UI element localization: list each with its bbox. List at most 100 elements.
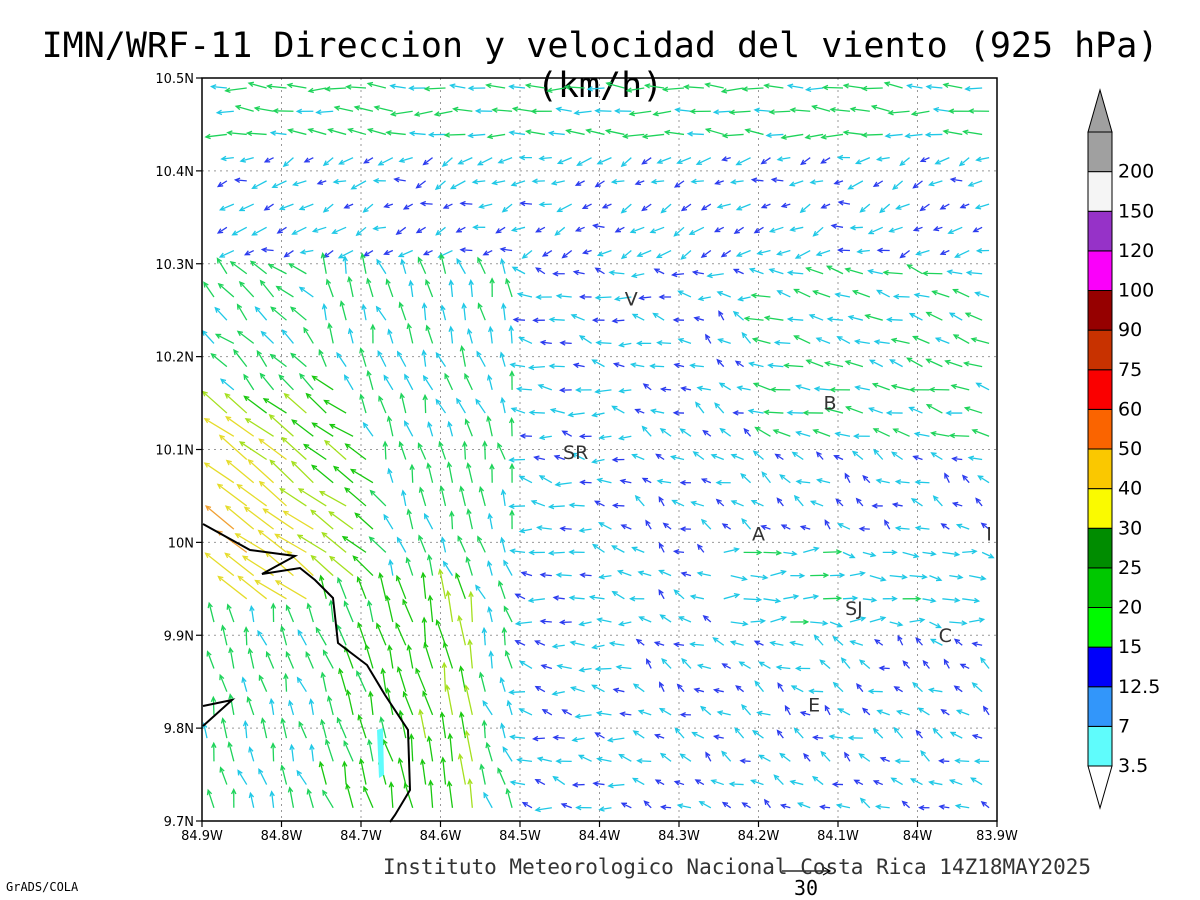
wind-arrow-head xyxy=(476,160,484,166)
wind-arrow xyxy=(455,226,466,233)
wind-arrow-shaft xyxy=(255,579,287,600)
wind-arrow xyxy=(230,788,237,808)
wind-arrow xyxy=(402,203,414,210)
wind-arrow-shaft xyxy=(519,660,533,670)
wind-arrow xyxy=(361,303,367,321)
wind-arrow-shaft xyxy=(514,318,526,321)
wind-arrow-head xyxy=(349,468,357,475)
wind-arrow xyxy=(467,638,473,669)
wind-arrow-shaft xyxy=(357,577,367,600)
wind-arrow-shaft xyxy=(497,443,506,460)
wind-arrow xyxy=(388,558,394,576)
wind-arrow xyxy=(423,641,434,669)
wind-arrow-head xyxy=(376,258,382,265)
wind-arrow-head xyxy=(508,689,515,695)
wind-arrow-shaft xyxy=(238,575,268,600)
wind-arrow-shaft xyxy=(205,133,227,138)
wind-arrow-head xyxy=(236,303,243,310)
wind-arrow-shaft xyxy=(356,671,367,692)
wind-arrow-shaft xyxy=(460,666,467,692)
wind-arrow-head xyxy=(457,159,464,165)
wind-arrow xyxy=(366,277,374,298)
wind-arrow-shaft xyxy=(336,625,347,646)
wind-arrow-shaft xyxy=(288,129,307,136)
wind-arrow-shaft xyxy=(418,535,427,553)
legend-label: 100 xyxy=(1118,280,1154,302)
wind-arrow xyxy=(426,462,434,483)
wind-arrow-head xyxy=(251,183,258,190)
wind-arrow-shaft xyxy=(425,279,434,298)
wind-arrow-shaft xyxy=(500,537,506,553)
wind-arrow xyxy=(400,489,407,507)
wind-arrow-head xyxy=(308,698,315,705)
wind-arrow xyxy=(309,743,315,762)
wind-arrow-head xyxy=(449,510,455,517)
wind-arrow xyxy=(333,105,354,112)
wind-arrow xyxy=(387,467,394,483)
wind-arrow-head xyxy=(400,258,406,265)
wind-arrow xyxy=(291,226,307,235)
wind-arrow-head xyxy=(327,322,333,329)
wind-arrow-shaft xyxy=(363,786,374,809)
wind-arrow-shaft xyxy=(526,84,545,89)
wind-arrow xyxy=(303,326,314,344)
wind-arrow-shaft xyxy=(217,483,248,507)
wind-arrow-shaft xyxy=(262,248,274,252)
wind-arrow-head xyxy=(422,250,430,256)
wind-arrow-head xyxy=(248,791,255,799)
wind-arrow-shaft xyxy=(421,202,433,205)
wind-arrow-head xyxy=(497,767,503,774)
wind-arrow-head xyxy=(203,281,209,288)
wind-arrow xyxy=(382,440,389,460)
wind-arrow-head xyxy=(337,576,343,584)
wind-arrow xyxy=(435,398,447,414)
wind-arrow xyxy=(530,108,552,115)
legend-swatch xyxy=(1087,527,1113,569)
wind-arrow-shaft xyxy=(429,595,434,623)
wind-arrow-shaft xyxy=(383,375,394,391)
wind-arrow-shaft xyxy=(456,398,466,414)
legend-swatch xyxy=(1087,646,1113,688)
wind-arrow-head xyxy=(385,278,391,285)
wind-arrow-shaft xyxy=(323,250,334,258)
wind-arrow xyxy=(468,278,474,298)
wind-arrow-shaft xyxy=(502,303,506,321)
wind-arrow-shaft xyxy=(333,466,354,484)
wind-arrow-head xyxy=(485,82,492,89)
wind-arrow-head xyxy=(475,398,481,405)
wind-arrow-head xyxy=(464,372,470,380)
wind-arrow-shaft xyxy=(239,203,254,212)
wind-arrow xyxy=(322,649,334,669)
wind-arrow-head xyxy=(258,480,265,487)
wind-arrow-shaft xyxy=(278,374,294,391)
wind-arrow-shaft xyxy=(244,721,248,739)
legend-label: 30 xyxy=(1118,517,1142,539)
wind-arrow-head xyxy=(388,781,395,788)
wind-arrow xyxy=(343,739,354,762)
wind-arrow xyxy=(258,767,268,785)
wind-arrow-shaft xyxy=(248,648,255,669)
wind-arrow-shaft xyxy=(447,462,454,483)
wind-arrow-shaft xyxy=(438,441,447,460)
wind-arrow-shaft xyxy=(522,802,533,809)
wind-arrow-head xyxy=(268,413,275,420)
wind-arrow-head xyxy=(269,790,275,797)
wind-arrow-shaft xyxy=(465,731,473,762)
wind-arrow-head xyxy=(380,667,386,674)
wind-arrow xyxy=(296,769,307,785)
wind-arrow-shaft xyxy=(311,555,334,577)
wind-arrow-head xyxy=(489,277,495,284)
wind-arrow-shaft xyxy=(221,625,228,646)
wind-arrow-head xyxy=(224,552,231,559)
wind-arrow-head xyxy=(489,463,495,470)
wind-arrow xyxy=(271,180,287,189)
wind-arrow-head xyxy=(515,386,523,392)
wind-arrow-shaft xyxy=(279,488,307,507)
wind-arrow xyxy=(224,87,247,93)
wind-arrow-shaft xyxy=(461,346,467,367)
wind-arrow xyxy=(413,110,433,117)
wind-arrow xyxy=(357,714,367,739)
wind-arrow xyxy=(364,643,374,669)
legend-label: 60 xyxy=(1118,398,1142,420)
wind-arrow-shaft xyxy=(424,513,434,530)
